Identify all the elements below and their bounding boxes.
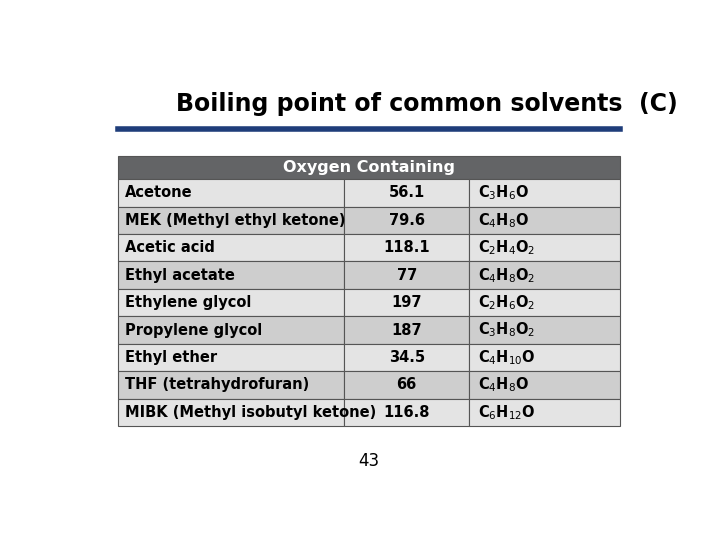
FancyBboxPatch shape [469,399,620,426]
FancyBboxPatch shape [118,156,620,179]
Text: C$_6$H$_{12}$O: C$_6$H$_{12}$O [478,403,535,422]
Text: Acetone: Acetone [125,185,192,200]
Text: 77: 77 [397,268,417,283]
Text: Oxygen Containing: Oxygen Containing [283,160,455,175]
Text: 66: 66 [397,377,417,393]
FancyBboxPatch shape [344,344,469,371]
FancyBboxPatch shape [344,399,469,426]
Text: MEK (Methyl ethyl ketone): MEK (Methyl ethyl ketone) [125,213,345,228]
FancyBboxPatch shape [118,371,344,399]
FancyBboxPatch shape [469,344,620,371]
FancyBboxPatch shape [344,234,469,261]
Text: THF (tetrahydrofuran): THF (tetrahydrofuran) [125,377,309,393]
FancyBboxPatch shape [469,289,620,316]
FancyBboxPatch shape [469,316,620,344]
Text: C$_4$H$_8$O: C$_4$H$_8$O [478,376,528,394]
FancyBboxPatch shape [118,344,344,371]
FancyBboxPatch shape [469,179,620,207]
FancyBboxPatch shape [344,316,469,344]
Text: Propylene glycol: Propylene glycol [125,322,262,338]
FancyBboxPatch shape [118,179,344,207]
Text: 197: 197 [392,295,422,310]
Text: 79.6: 79.6 [389,213,425,228]
FancyBboxPatch shape [469,371,620,399]
Text: Ethylene glycol: Ethylene glycol [125,295,251,310]
Text: 34.5: 34.5 [389,350,425,365]
FancyBboxPatch shape [118,399,344,426]
Text: 116.8: 116.8 [384,405,430,420]
FancyBboxPatch shape [344,179,469,207]
Text: Ethyl ether: Ethyl ether [125,350,217,365]
FancyBboxPatch shape [118,261,344,289]
FancyBboxPatch shape [469,261,620,289]
Text: C$_3$H$_6$O: C$_3$H$_6$O [478,184,528,202]
Text: C$_4$H$_8$O$_2$: C$_4$H$_8$O$_2$ [478,266,535,285]
Text: MIBK (Methyl isobutyl ketone): MIBK (Methyl isobutyl ketone) [125,405,376,420]
Text: Ethyl acetate: Ethyl acetate [125,268,235,283]
Text: 43: 43 [359,452,379,470]
Text: C$_4$H$_8$O: C$_4$H$_8$O [478,211,528,230]
Text: 187: 187 [392,322,422,338]
Text: C$_4$H$_{10}$O: C$_4$H$_{10}$O [478,348,535,367]
Text: Acetic acid: Acetic acid [125,240,215,255]
Text: C$_3$H$_8$O$_2$: C$_3$H$_8$O$_2$ [478,321,535,340]
Text: C$_2$H$_6$O$_2$: C$_2$H$_6$O$_2$ [478,293,535,312]
FancyBboxPatch shape [118,234,344,261]
FancyBboxPatch shape [118,207,344,234]
FancyBboxPatch shape [118,316,344,344]
Text: 56.1: 56.1 [389,185,425,200]
FancyBboxPatch shape [469,207,620,234]
Text: 118.1: 118.1 [383,240,430,255]
FancyBboxPatch shape [344,371,469,399]
FancyBboxPatch shape [118,289,344,316]
FancyBboxPatch shape [344,207,469,234]
FancyBboxPatch shape [344,289,469,316]
Text: Boiling point of common solvents  (C): Boiling point of common solvents (C) [176,92,678,116]
FancyBboxPatch shape [469,234,620,261]
Text: C$_2$H$_4$O$_2$: C$_2$H$_4$O$_2$ [478,238,535,257]
FancyBboxPatch shape [344,261,469,289]
